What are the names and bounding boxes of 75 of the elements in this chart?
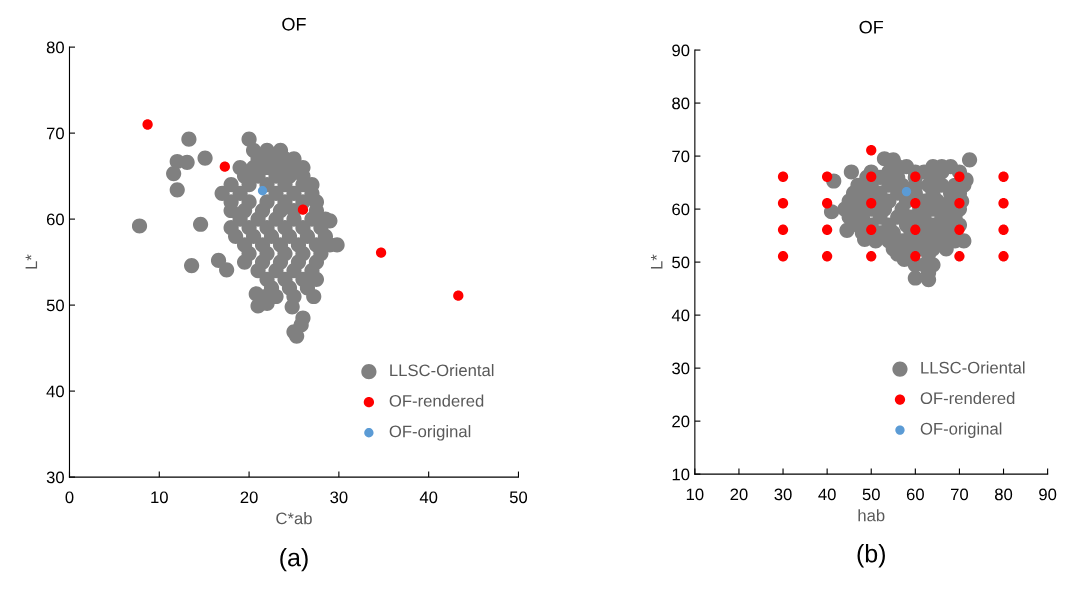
point [777, 198, 789, 209]
point [821, 171, 833, 182]
point [998, 198, 1009, 209]
x-tick-label: 0 [65, 491, 74, 504]
y-tick-label: 80 [46, 41, 64, 54]
x-tick-label: 80 [994, 488, 1013, 501]
x-axis-title: hab [858, 509, 885, 522]
legend-label: LLSC-Oriental [390, 363, 494, 377]
y-tick-label: 40 [671, 309, 690, 322]
y-tick-label: 40 [46, 385, 64, 398]
x-tick-label: 70 [951, 488, 969, 501]
point [453, 290, 464, 301]
point [954, 224, 965, 235]
point [866, 224, 877, 235]
point [777, 224, 789, 235]
point [998, 224, 1009, 235]
x-tick-label: 50 [509, 491, 528, 504]
point [297, 204, 309, 215]
x-tick-label: 50 [862, 488, 880, 501]
y-tick-label: 70 [46, 127, 64, 140]
x-tick-label: 10 [151, 491, 168, 504]
point [866, 145, 877, 156]
point [142, 119, 153, 130]
y-axis-title: L* [25, 254, 38, 269]
point [777, 171, 789, 182]
legend-label: LLSC-Oriental [921, 361, 1025, 374]
point [998, 251, 1009, 262]
x-tick-label: 10 [686, 488, 704, 501]
point [998, 171, 1009, 182]
y-tick-label: 60 [46, 213, 64, 226]
x-tick-label: 90 [1039, 488, 1057, 501]
y-tick-label: 80 [672, 97, 690, 110]
legend-label: OF-rendered [389, 394, 484, 407]
point [375, 247, 387, 258]
y-tick-label: 60 [672, 203, 690, 216]
point [910, 251, 921, 262]
point [821, 251, 833, 262]
chart-title: OF [282, 17, 306, 31]
y-tick-label: 50 [672, 256, 690, 269]
y-tick-label: 30 [672, 362, 690, 375]
point [901, 186, 912, 197]
point [910, 198, 921, 209]
y-tick-label: 50 [46, 299, 64, 312]
x-tick-label: 30 [330, 491, 348, 504]
point [866, 198, 877, 209]
x-tick-label: 20 [240, 491, 258, 504]
point [219, 161, 230, 172]
x-tick-label: 60 [906, 488, 924, 501]
text: (b) [857, 544, 885, 568]
point [821, 198, 833, 209]
legend-label: OF-original [389, 425, 471, 441]
x-tick-label: 40 [818, 488, 836, 501]
x-tick-label: 30 [774, 488, 792, 501]
text: (a) [280, 548, 308, 572]
point [910, 224, 921, 235]
x-axis-title: C*ab [276, 512, 312, 525]
y-axis-title: L* [650, 254, 663, 269]
point [954, 171, 965, 182]
point [866, 251, 877, 262]
y-tick-label: 70 [672, 150, 690, 163]
y-tick-label: 30 [46, 471, 64, 484]
chart-title: OF [859, 20, 884, 34]
legend-label: OF-rendered [920, 391, 1015, 405]
point [954, 251, 965, 262]
legend-label: OF-original [920, 422, 1002, 438]
y-tick-label: 20 [672, 415, 690, 428]
point [821, 224, 833, 235]
point [777, 251, 789, 262]
x-tick-label: 20 [730, 488, 748, 501]
point [954, 198, 965, 209]
point [866, 171, 877, 182]
y-tick-label: 10 [672, 468, 690, 481]
y-tick-label: 90 [672, 44, 690, 57]
point [257, 186, 268, 196]
x-tick-label: 40 [419, 491, 438, 504]
